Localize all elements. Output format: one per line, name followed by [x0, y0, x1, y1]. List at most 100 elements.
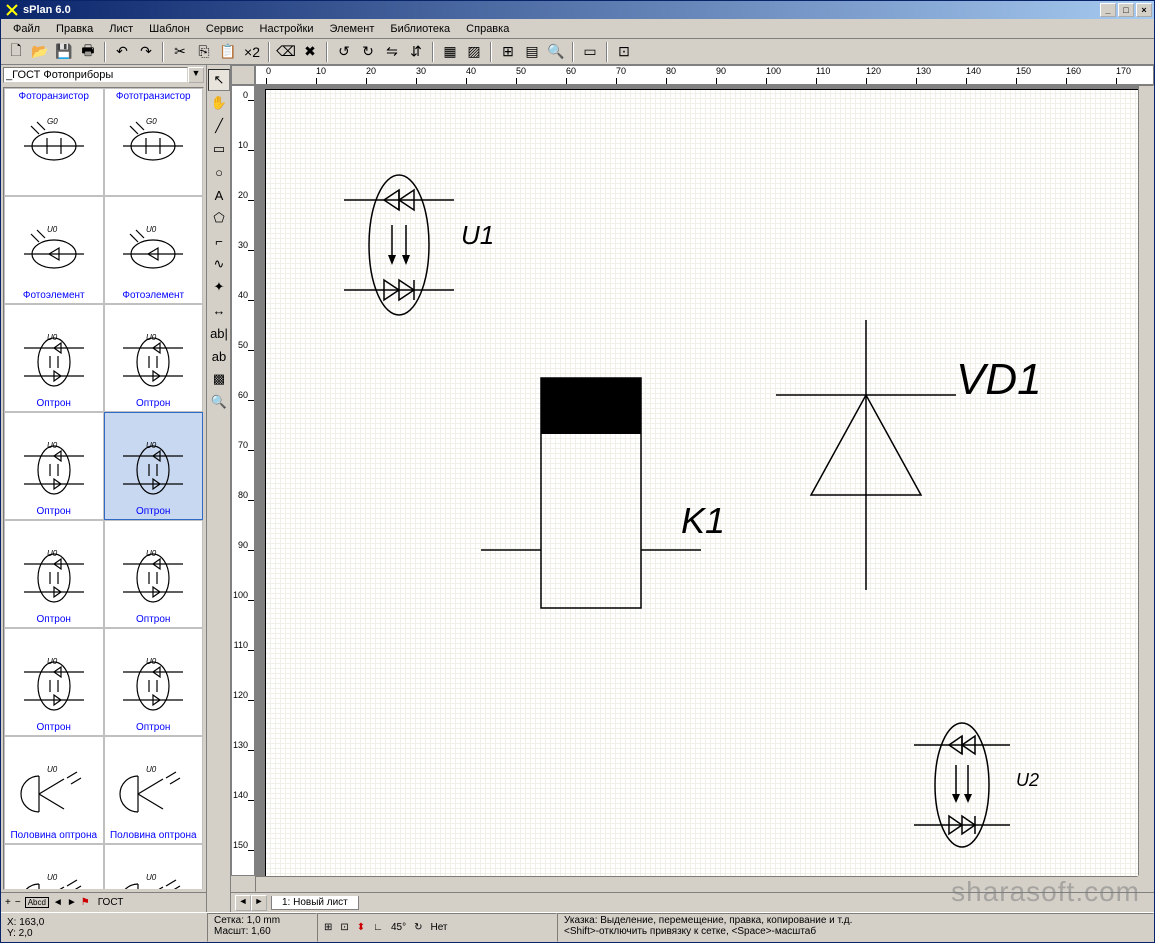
add-icon[interactable]: +: [5, 897, 11, 908]
library-item-0[interactable]: ФоторанзисторG0: [4, 88, 104, 196]
tool1-button[interactable]: ⊞: [497, 41, 519, 63]
library-item-15[interactable]: Половина оптронаU0: [104, 844, 204, 890]
library-item-5[interactable]: Оптрон U0: [104, 304, 204, 412]
find-button[interactable]: 🔍: [545, 41, 567, 63]
tool-pointer[interactable]: ↖: [208, 69, 230, 91]
tool-line[interactable]: ╱: [208, 115, 230, 137]
tab-prev-button[interactable]: ◄: [235, 895, 251, 911]
menu-Настройки[interactable]: Настройки: [252, 21, 322, 37]
tool-label-ab[interactable]: ab|: [208, 322, 230, 344]
rotate-cw-button[interactable]: ↻: [357, 41, 379, 63]
library-item-13[interactable]: Половина оптронаU0: [104, 736, 204, 844]
snap-mode-icon[interactable]: ↻: [414, 922, 422, 933]
library-item-8[interactable]: Оптрон U0: [4, 520, 104, 628]
paste-button[interactable]: 📋: [217, 41, 239, 63]
open-button[interactable]: 📂: [29, 41, 51, 63]
minimize-button[interactable]: _: [1100, 3, 1116, 17]
x2-button[interactable]: ×2: [241, 41, 263, 63]
ungroup-button[interactable]: ▨: [463, 41, 485, 63]
grid-toggle-icon[interactable]: ⊞: [324, 922, 332, 933]
ortho-icon[interactable]: ⬍: [357, 922, 365, 933]
status-mid: Сетка: 1,0 mm Масшт: 1,60 ⊞ ⊡ ⬍ ∟ 45° ↻ …: [207, 913, 1154, 942]
status-x: X: 163,0: [7, 917, 207, 928]
svg-text:U0: U0: [146, 333, 157, 342]
menu-Сервис[interactable]: Сервис: [198, 21, 252, 37]
library-item-7[interactable]: ОптронU0: [104, 412, 204, 520]
library-item-label: Оптрон: [5, 614, 103, 625]
library-item-label: Оптрон: [105, 614, 203, 625]
tool-zoom[interactable]: 🔍: [208, 391, 230, 413]
library-dropdown-button[interactable]: ▼: [188, 67, 204, 83]
library-item-12[interactable]: Половина оптронаU0: [4, 736, 104, 844]
canvas-viewport[interactable]: U1 K1: [255, 85, 1138, 876]
mirror-h-button[interactable]: ⇋: [381, 41, 403, 63]
horizontal-scrollbar[interactable]: [255, 876, 1138, 892]
drawing-page[interactable]: U1 K1: [265, 89, 1138, 876]
tool-image[interactable]: ▩: [208, 368, 230, 390]
component-vd1[interactable]: [776, 320, 976, 600]
status-tools: ⊞ ⊡ ⬍ ∟ 45° ↻ Нет: [317, 913, 557, 942]
library-item-2[interactable]: ФотоэлементU0: [4, 196, 104, 304]
menu-Библиотека[interactable]: Библиотека: [382, 21, 458, 37]
save-button[interactable]: 💾: [53, 41, 75, 63]
cut-button[interactable]: ✂: [169, 41, 191, 63]
print-button[interactable]: 🖶: [77, 41, 99, 63]
nav-left-icon[interactable]: ◄: [53, 897, 63, 908]
component-k1[interactable]: [481, 370, 711, 630]
sheet-tab[interactable]: 1: Новый лист: [271, 896, 359, 910]
redo-button[interactable]: ↷: [135, 41, 157, 63]
tab-next-button[interactable]: ►: [251, 895, 267, 911]
undo-button[interactable]: ↶: [111, 41, 133, 63]
eraser-button[interactable]: ⌫: [275, 41, 297, 63]
tool-polyline[interactable]: ⌐: [208, 230, 230, 252]
new-button[interactable]: 🗋: [5, 41, 27, 63]
tool-hand[interactable]: ✋: [208, 92, 230, 114]
menu-Правка[interactable]: Правка: [48, 21, 101, 37]
tool-bezier[interactable]: ∿: [208, 253, 230, 275]
tool-label-ab2[interactable]: ab: [208, 345, 230, 367]
zoom-extent-button[interactable]: ⊡: [613, 41, 635, 63]
library-item-3[interactable]: ФотоэлементU0: [104, 196, 204, 304]
sheet-button[interactable]: ▭: [579, 41, 601, 63]
copy-button[interactable]: ⎘: [193, 41, 215, 63]
menu-Лист[interactable]: Лист: [101, 21, 141, 37]
abcd-icon[interactable]: Abcd: [25, 897, 49, 908]
library-name-input[interactable]: [3, 67, 188, 83]
close-button[interactable]: ×: [1136, 3, 1152, 17]
angle-icon[interactable]: ∟: [373, 922, 383, 933]
library-item-14[interactable]: Половина оптронаU0: [4, 844, 104, 890]
tool2-button[interactable]: ▤: [521, 41, 543, 63]
svg-text:U0: U0: [146, 873, 157, 882]
library-item-label: Оптрон: [105, 398, 203, 409]
main-toolbar: 🗋📂💾🖶 ↶↷ ✂⎘📋×2 ⌫✖ ↺↻⇋⇵ ▦▨ ⊞▤🔍 ▭ ⊡: [1, 39, 1154, 65]
tool-node[interactable]: ✦: [208, 276, 230, 298]
library-item-6[interactable]: ОптронU0: [4, 412, 104, 520]
library-item-1[interactable]: ФототранзисторG0: [104, 88, 204, 196]
library-item-9[interactable]: ОптронU0: [104, 520, 204, 628]
menu-Шаблон[interactable]: Шаблон: [141, 21, 198, 37]
tool-polygon[interactable]: ⬠: [208, 207, 230, 229]
maximize-button[interactable]: □: [1118, 3, 1134, 17]
window-controls: _ □ ×: [1098, 3, 1152, 17]
menu-Справка[interactable]: Справка: [458, 21, 517, 37]
menu-Элемент[interactable]: Элемент: [321, 21, 382, 37]
delete-button[interactable]: ✖: [299, 41, 321, 63]
tool-text[interactable]: A: [208, 184, 230, 206]
bookmark-icon[interactable]: ⚑: [81, 897, 90, 908]
mirror-v-button[interactable]: ⇵: [405, 41, 427, 63]
rotate-ccw-button[interactable]: ↺: [333, 41, 355, 63]
tool-ellipse[interactable]: ○: [208, 161, 230, 183]
vertical-scrollbar[interactable]: [1138, 85, 1154, 876]
library-panel: ▼ ФоторанзисторG0ФототранзисторG0Фотоэле…: [1, 65, 207, 912]
group-button[interactable]: ▦: [439, 41, 461, 63]
nav-right-icon[interactable]: ►: [67, 897, 77, 908]
remove-icon[interactable]: −: [15, 897, 21, 908]
library-item-11[interactable]: ОптронU0: [104, 628, 204, 736]
library-item-4[interactable]: ОптронU0: [4, 304, 104, 412]
tool-dimension[interactable]: ↔: [208, 299, 230, 321]
snap-toggle-icon[interactable]: ⊡: [340, 922, 348, 933]
menu-Файл[interactable]: Файл: [5, 21, 48, 37]
tool-rect[interactable]: ▭: [208, 138, 230, 160]
library-item-10[interactable]: ОптронU0: [4, 628, 104, 736]
svg-text:U0: U0: [47, 549, 58, 558]
